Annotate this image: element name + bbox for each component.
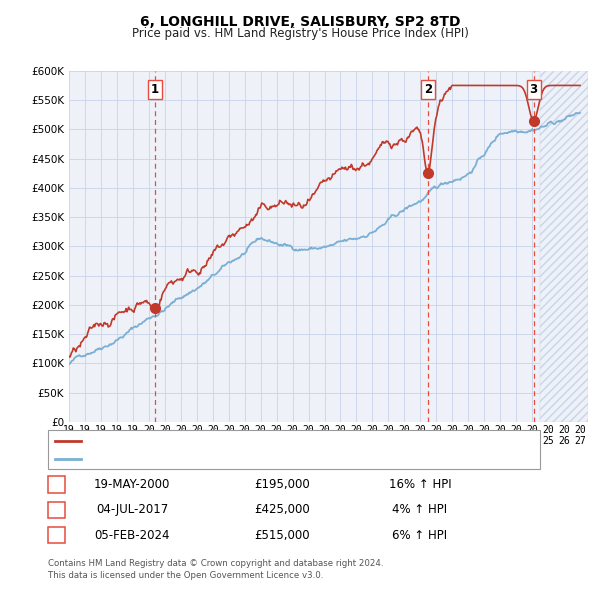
Text: 1: 1 (52, 478, 61, 491)
Text: 6% ↑ HPI: 6% ↑ HPI (392, 529, 448, 542)
Text: 2: 2 (424, 83, 433, 96)
Text: 1: 1 (151, 83, 159, 96)
Text: 6, LONGHILL DRIVE, SALISBURY, SP2 8TD (detached house): 6, LONGHILL DRIVE, SALISBURY, SP2 8TD (d… (85, 435, 410, 445)
Text: 19-MAY-2000: 19-MAY-2000 (94, 478, 170, 491)
Text: 05-FEB-2024: 05-FEB-2024 (94, 529, 170, 542)
Text: £195,000: £195,000 (254, 478, 310, 491)
Text: 3: 3 (529, 83, 538, 96)
Text: 3: 3 (52, 529, 61, 542)
Text: 16% ↑ HPI: 16% ↑ HPI (389, 478, 451, 491)
Text: 4% ↑ HPI: 4% ↑ HPI (392, 503, 448, 516)
Text: £425,000: £425,000 (254, 503, 310, 516)
Text: 04-JUL-2017: 04-JUL-2017 (96, 503, 168, 516)
Text: HPI: Average price, detached house, Wiltshire: HPI: Average price, detached house, Wilt… (85, 454, 335, 464)
Text: Contains HM Land Registry data © Crown copyright and database right 2024.
This d: Contains HM Land Registry data © Crown c… (48, 559, 383, 580)
Text: 2: 2 (52, 503, 61, 516)
Text: Price paid vs. HM Land Registry's House Price Index (HPI): Price paid vs. HM Land Registry's House … (131, 27, 469, 40)
Text: 6, LONGHILL DRIVE, SALISBURY, SP2 8TD: 6, LONGHILL DRIVE, SALISBURY, SP2 8TD (140, 15, 460, 29)
Text: £515,000: £515,000 (254, 529, 310, 542)
